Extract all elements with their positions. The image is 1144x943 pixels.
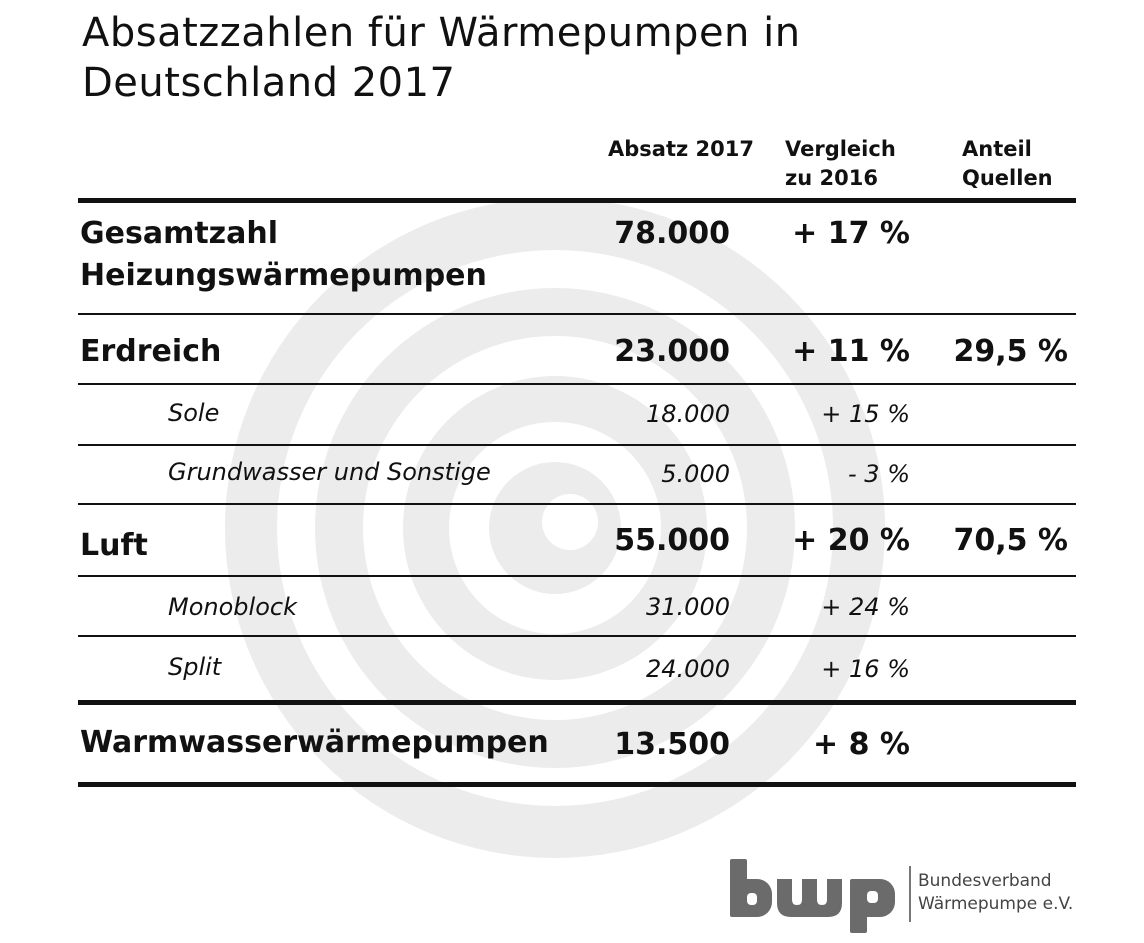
cell-absatz: 31.000 (646, 593, 730, 621)
row-label-warmwasser: Warmwasserwärmepumpen (80, 722, 549, 764)
row-label-line: Monoblock (168, 593, 297, 621)
table-rule-top (78, 198, 1076, 203)
row-label-line: Sole (168, 399, 220, 427)
title-line: Deutschland 2017 (82, 60, 456, 106)
row-label-monoblock: Monoblock (168, 591, 297, 623)
org-line: Wärmepumpe e.V. (918, 894, 1074, 914)
row-label-split: Split (168, 651, 221, 683)
cell-vergleich: + 15 % (821, 400, 910, 428)
cell-vergleich: + 16 % (821, 655, 910, 683)
header-line: zu 2016 (785, 166, 878, 190)
header-line: Anteil (962, 137, 1032, 161)
row-label-line: Split (168, 653, 222, 681)
column-header-anteil: Anteil Quellen (962, 135, 1053, 193)
column-header-vergleich: Vergleich zu 2016 (785, 135, 896, 193)
header-line: Vergleich (785, 137, 896, 161)
cell-absatz: 24.000 (646, 655, 730, 683)
table-rule-mid (78, 700, 1076, 705)
row-label-line: Grundwasser und Sonstige (168, 458, 491, 486)
cell-absatz: 18.000 (646, 400, 730, 428)
table-rule (78, 503, 1076, 505)
cell-vergleich: + 24 % (821, 593, 910, 621)
header-line: Quellen (962, 166, 1053, 190)
row-label-line: Heizungswärmepumpen (80, 258, 487, 293)
table-rule (78, 635, 1076, 637)
row-label-grundwasser: Grundwasser und Sonstige (168, 456, 491, 488)
cell-vergleich: + 20 % (792, 523, 910, 558)
logo-divider (909, 866, 911, 922)
title-line: Absatzzahlen für Wärmepumpen in (82, 10, 801, 56)
header-line: Absatz 2017 (608, 137, 754, 161)
row-label-sole: Sole (168, 397, 219, 429)
cell-vergleich: + 11 % (792, 334, 910, 369)
table-rule-bottom (78, 782, 1076, 787)
cell-vergleich: + 8 % (813, 727, 910, 762)
table-rule (78, 575, 1076, 577)
cell-vergleich: - 3 % (848, 460, 910, 488)
row-label-gesamtzahl: Gesamtzahl Heizungswärmepumpen (80, 213, 487, 297)
row-label-line: Gesamtzahl (80, 216, 279, 251)
table-rule (78, 444, 1076, 446)
row-label-erdreich: Erdreich (80, 331, 221, 373)
bwp-logo (730, 859, 895, 933)
cell-absatz: 5.000 (661, 460, 730, 488)
row-label-luft: Luft (80, 525, 148, 567)
cell-anteil: 70,5 % (953, 523, 1068, 558)
cell-absatz: 13.500 (614, 727, 730, 762)
page-title: Absatzzahlen für Wärmepumpen in Deutschl… (82, 8, 801, 108)
cell-absatz: 78.000 (614, 216, 730, 251)
table-rule (78, 313, 1076, 315)
row-label-line: Erdreich (80, 334, 222, 369)
cell-absatz: 23.000 (614, 334, 730, 369)
row-label-line: Luft (80, 528, 148, 563)
org-line: Bundesverband (918, 871, 1052, 891)
row-label-line: Warmwasserwärmepumpen (80, 725, 549, 760)
cell-anteil: 29,5 % (953, 334, 1068, 369)
cell-absatz: 55.000 (614, 523, 730, 558)
table-rule (78, 383, 1076, 385)
column-header-absatz: Absatz 2017 (608, 135, 754, 164)
cell-vergleich: + 17 % (792, 216, 910, 251)
organization-name: Bundesverband Wärmepumpe e.V. (918, 870, 1073, 916)
